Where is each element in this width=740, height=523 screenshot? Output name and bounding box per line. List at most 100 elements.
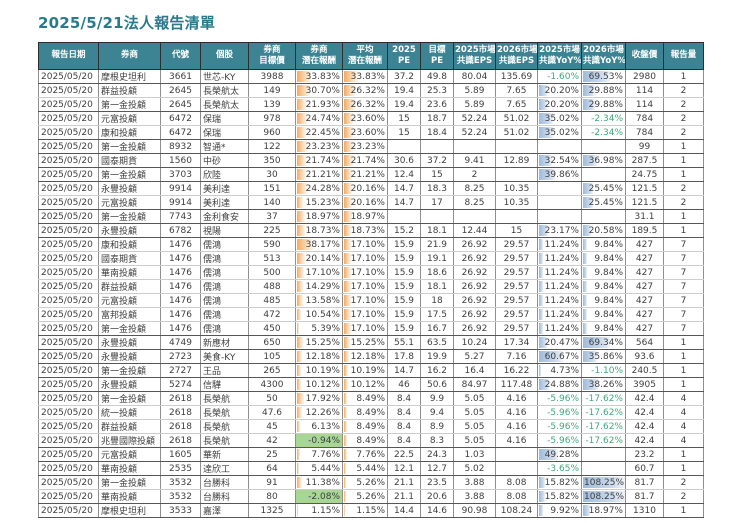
cell-pe2025[interactable]: 19.4 bbox=[387, 83, 421, 98]
cell-target[interactable]: 650 bbox=[248, 335, 296, 350]
cell-eps2025[interactable]: 5.05 bbox=[453, 405, 496, 420]
cell-code[interactable]: 6472 bbox=[160, 111, 201, 126]
cell-eps2025[interactable]: 52.24 bbox=[453, 111, 496, 126]
cell-broker_ret[interactable]: 38.17% bbox=[295, 237, 343, 252]
cell-date[interactable]: 2025/05/20 bbox=[38, 83, 99, 98]
cell-eps2025[interactable]: 5.27 bbox=[453, 349, 496, 364]
cell-pe_target[interactable]: 25.3 bbox=[420, 83, 454, 98]
cell-broker_ret[interactable]: 17.92% bbox=[295, 391, 343, 406]
cell-pe2025[interactable]: 21.1 bbox=[387, 475, 421, 490]
cell-date[interactable]: 2025/05/20 bbox=[38, 265, 99, 280]
cell-broker_ret[interactable]: 24.28% bbox=[295, 181, 343, 196]
cell-count[interactable]: 7 bbox=[663, 265, 704, 280]
cell-target[interactable]: 590 bbox=[248, 237, 296, 252]
cell-stock[interactable]: 台勝科 bbox=[200, 489, 249, 504]
cell-code[interactable]: 2645 bbox=[160, 83, 201, 98]
column-header-pe2025[interactable]: 2025 PE bbox=[387, 42, 421, 70]
cell-code[interactable]: 2618 bbox=[160, 391, 201, 406]
cell-yoy2026[interactable]: 108.25% bbox=[581, 489, 626, 504]
cell-code[interactable]: 1476 bbox=[160, 293, 201, 308]
cell-eps2025[interactable]: 5.05 bbox=[453, 391, 496, 406]
cell-close[interactable]: 31.1 bbox=[625, 209, 664, 224]
cell-avg_ret[interactable]: 33.83% bbox=[342, 69, 388, 84]
cell-stock[interactable]: 儒鴻 bbox=[200, 265, 249, 280]
cell-date[interactable]: 2025/05/20 bbox=[38, 97, 99, 112]
cell-code[interactable]: 9914 bbox=[160, 181, 201, 196]
cell-count[interactable]: 2 bbox=[663, 111, 704, 126]
cell-yoy2026[interactable]: 29.88% bbox=[581, 97, 626, 112]
cell-stock[interactable]: 美食-KY bbox=[200, 349, 249, 364]
cell-eps2026[interactable] bbox=[495, 139, 538, 154]
cell-eps2026[interactable]: 135.69 bbox=[495, 69, 538, 84]
cell-date[interactable]: 2025/05/20 bbox=[38, 503, 99, 518]
cell-yoy2026[interactable]: -1.10% bbox=[581, 363, 626, 378]
cell-eps2025[interactable]: 26.92 bbox=[453, 279, 496, 294]
cell-pe_target[interactable]: 18.6 bbox=[420, 265, 454, 280]
cell-eps2025[interactable]: 9.41 bbox=[453, 153, 496, 168]
cell-stock[interactable]: 華新 bbox=[200, 447, 249, 462]
cell-pe2025[interactable]: 21.1 bbox=[387, 489, 421, 504]
cell-eps2026[interactable]: 12.89 bbox=[495, 153, 538, 168]
cell-pe2025[interactable]: 15.9 bbox=[387, 321, 421, 336]
cell-eps2025[interactable]: 3.88 bbox=[453, 489, 496, 504]
cell-avg_ret[interactable]: 7.76% bbox=[342, 447, 388, 462]
cell-eps2025[interactable]: 5.02 bbox=[453, 461, 496, 476]
cell-close[interactable]: 42.4 bbox=[625, 433, 664, 448]
cell-date[interactable]: 2025/05/20 bbox=[38, 461, 99, 476]
cell-broker_ret[interactable]: 10.54% bbox=[295, 307, 343, 322]
cell-pe2025[interactable]: 15.9 bbox=[387, 251, 421, 266]
cell-yoy2026[interactable]: -2.34% bbox=[581, 111, 626, 126]
cell-yoy2025[interactable] bbox=[537, 209, 582, 224]
cell-count[interactable]: 2 bbox=[663, 83, 704, 98]
cell-count[interactable]: 1 bbox=[663, 377, 704, 392]
cell-target[interactable]: 42 bbox=[248, 433, 296, 448]
cell-broker_ret[interactable]: 10.12% bbox=[295, 377, 343, 392]
cell-date[interactable]: 2025/05/20 bbox=[38, 489, 99, 504]
cell-broker_ret[interactable]: 5.44% bbox=[295, 461, 343, 476]
cell-pe_target[interactable]: 18.4 bbox=[420, 125, 454, 140]
cell-eps2026[interactable]: 29.57 bbox=[495, 321, 538, 336]
cell-pe2025[interactable]: 15.9 bbox=[387, 265, 421, 280]
cell-close[interactable]: 23.2 bbox=[625, 447, 664, 462]
cell-avg_ret[interactable]: 26.32% bbox=[342, 83, 388, 98]
cell-count[interactable]: 4 bbox=[663, 391, 704, 406]
cell-pe_target[interactable]: 37.2 bbox=[420, 153, 454, 168]
cell-eps2025[interactable]: 26.92 bbox=[453, 265, 496, 280]
cell-avg_ret[interactable]: 8.49% bbox=[342, 405, 388, 420]
cell-pe2025[interactable]: 30.6 bbox=[387, 153, 421, 168]
cell-avg_ret[interactable]: 26.32% bbox=[342, 97, 388, 112]
cell-broker_ret[interactable]: 23.23% bbox=[295, 139, 343, 154]
cell-target[interactable]: 105 bbox=[248, 349, 296, 364]
cell-yoy2026[interactable]: 25.45% bbox=[581, 181, 626, 196]
cell-eps2026[interactable]: 4.16 bbox=[495, 405, 538, 420]
cell-avg_ret[interactable]: 8.49% bbox=[342, 419, 388, 434]
cell-target[interactable]: 47.6 bbox=[248, 405, 296, 420]
cell-code[interactable]: 6782 bbox=[160, 223, 201, 238]
cell-avg_ret[interactable]: 15.25% bbox=[342, 335, 388, 350]
cell-broker_ret[interactable]: 7.76% bbox=[295, 447, 343, 462]
cell-eps2026[interactable]: 16.22 bbox=[495, 363, 538, 378]
cell-date[interactable]: 2025/05/20 bbox=[38, 293, 99, 308]
cell-pe2025[interactable]: 15.2 bbox=[387, 223, 421, 238]
cell-close[interactable]: 287.5 bbox=[625, 153, 664, 168]
cell-yoy2025[interactable]: -1.60% bbox=[537, 69, 582, 84]
cell-count[interactable]: 1 bbox=[663, 461, 704, 476]
cell-pe_target[interactable]: 24.3 bbox=[420, 447, 454, 462]
cell-broker_ret[interactable]: -2.08% bbox=[295, 489, 343, 504]
cell-pe_target[interactable]: 18.1 bbox=[420, 279, 454, 294]
cell-stock[interactable]: 儒鴻 bbox=[200, 279, 249, 294]
cell-pe2025[interactable]: 14.7 bbox=[387, 363, 421, 378]
cell-pe2025[interactable]: 15.9 bbox=[387, 307, 421, 322]
cell-yoy2025[interactable]: 11.24% bbox=[537, 293, 582, 308]
cell-count[interactable]: 1 bbox=[663, 349, 704, 364]
cell-avg_ret[interactable]: 12.18% bbox=[342, 349, 388, 364]
cell-stock[interactable]: 金利食安 bbox=[200, 209, 249, 224]
cell-close[interactable]: 427 bbox=[625, 321, 664, 336]
cell-yoy2025[interactable]: 20.47% bbox=[537, 335, 582, 350]
cell-pe_target[interactable]: 23.6 bbox=[420, 97, 454, 112]
cell-avg_ret[interactable]: 21.21% bbox=[342, 167, 388, 182]
cell-avg_ret[interactable]: 20.16% bbox=[342, 195, 388, 210]
column-header-stock[interactable]: 個股 bbox=[200, 42, 249, 70]
cell-yoy2025[interactable]: 23.17% bbox=[537, 223, 582, 238]
cell-stock[interactable]: 長榮航太 bbox=[200, 97, 249, 112]
